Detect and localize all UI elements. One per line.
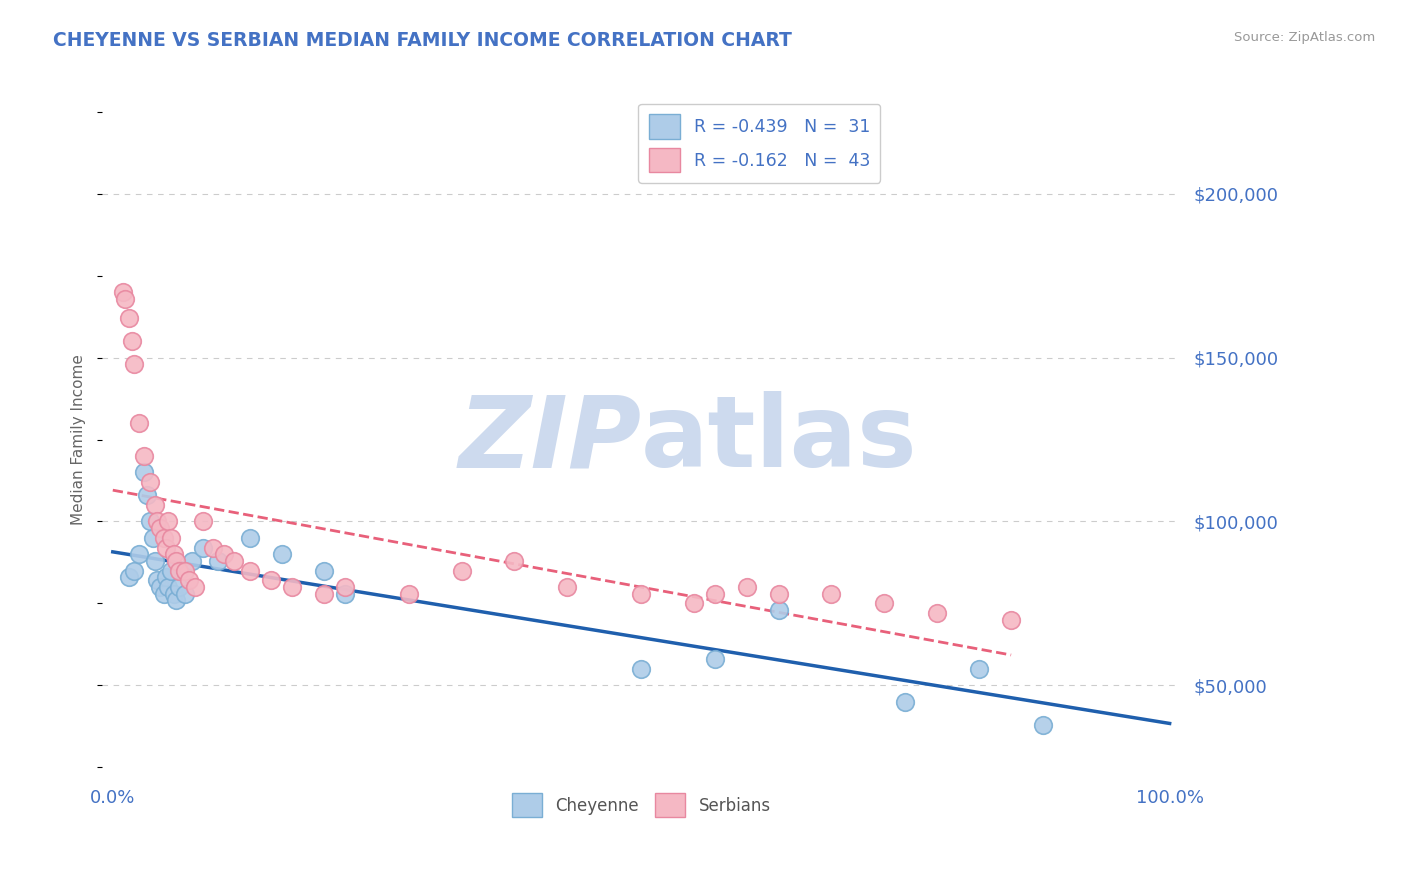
Point	[142, 531, 165, 545]
Point	[281, 580, 304, 594]
Point	[169, 564, 191, 578]
Point	[155, 541, 177, 555]
Point	[121, 334, 143, 348]
Point	[184, 580, 207, 594]
Point	[555, 580, 578, 594]
Point	[630, 586, 652, 600]
Point	[143, 554, 166, 568]
Point	[969, 662, 991, 676]
Point	[630, 662, 652, 676]
Legend: Cheyenne, Serbians: Cheyenne, Serbians	[505, 787, 778, 823]
Point	[239, 564, 262, 578]
Point	[128, 547, 150, 561]
Point	[212, 547, 235, 561]
Text: CHEYENNE VS SERBIAN MEDIAN FAMILY INCOME CORRELATION CHART: CHEYENNE VS SERBIAN MEDIAN FAMILY INCOME…	[53, 31, 793, 50]
Text: ZIP: ZIP	[458, 391, 641, 488]
Text: atlas: atlas	[641, 391, 918, 488]
Point	[163, 586, 186, 600]
Point	[927, 607, 949, 621]
Point	[163, 547, 186, 561]
Point	[314, 564, 336, 578]
Point	[128, 416, 150, 430]
Point	[160, 564, 183, 578]
Point	[146, 574, 169, 588]
Point	[683, 596, 706, 610]
Point	[398, 586, 420, 600]
Point	[112, 285, 135, 299]
Point	[149, 521, 172, 535]
Point	[173, 564, 195, 578]
Point	[207, 554, 229, 568]
Point	[122, 357, 145, 371]
Point	[135, 488, 157, 502]
Point	[1000, 613, 1022, 627]
Point	[165, 593, 187, 607]
Point	[134, 465, 156, 479]
Point	[117, 311, 139, 326]
Point	[260, 574, 283, 588]
Point	[1032, 717, 1054, 731]
Point	[139, 515, 162, 529]
Point	[156, 580, 179, 594]
Point	[152, 586, 174, 600]
Point	[202, 541, 225, 555]
Point	[122, 564, 145, 578]
Point	[335, 580, 357, 594]
Point	[768, 586, 790, 600]
Point	[155, 570, 177, 584]
Point	[156, 515, 179, 529]
Point	[335, 586, 357, 600]
Point	[224, 554, 246, 568]
Point	[704, 586, 727, 600]
Point	[704, 652, 727, 666]
Point	[114, 292, 136, 306]
Point	[152, 531, 174, 545]
Point	[768, 603, 790, 617]
Point	[139, 475, 162, 489]
Point	[873, 596, 896, 610]
Point	[134, 449, 156, 463]
Point	[169, 580, 191, 594]
Point	[165, 554, 187, 568]
Point	[450, 564, 472, 578]
Point	[143, 498, 166, 512]
Point	[177, 574, 200, 588]
Point	[117, 570, 139, 584]
Point	[735, 580, 758, 594]
Point	[191, 541, 214, 555]
Point	[239, 531, 262, 545]
Point	[173, 586, 195, 600]
Point	[503, 554, 526, 568]
Point	[270, 547, 292, 561]
Point	[160, 531, 183, 545]
Point	[820, 586, 842, 600]
Point	[146, 515, 169, 529]
Point	[181, 554, 204, 568]
Point	[191, 515, 214, 529]
Point	[314, 586, 336, 600]
Point	[894, 695, 917, 709]
Y-axis label: Median Family Income: Median Family Income	[72, 354, 86, 525]
Point	[149, 580, 172, 594]
Text: Source: ZipAtlas.com: Source: ZipAtlas.com	[1234, 31, 1375, 45]
